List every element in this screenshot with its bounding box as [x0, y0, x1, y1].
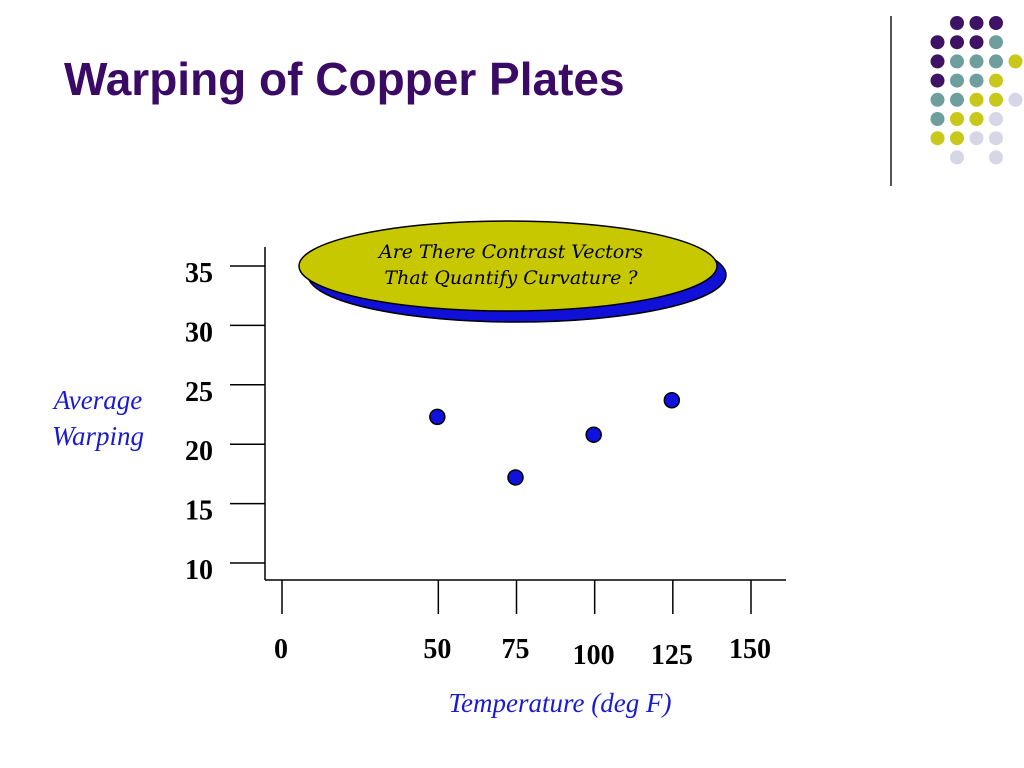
decor-dot: [969, 35, 984, 50]
decor-dot: [950, 16, 964, 30]
callout-line-2: That Quantify Curvature ?: [384, 267, 638, 289]
y-tick-label: 20: [185, 436, 213, 467]
decor-dot: [969, 54, 984, 69]
decor-dot: [950, 92, 964, 107]
decor-dot: [989, 54, 1003, 69]
decor-dot: [930, 92, 945, 107]
decor-dot: [1008, 92, 1023, 107]
x-tick-label: 0: [274, 634, 288, 665]
decor-dot: [930, 131, 945, 146]
decor-dot: [950, 112, 964, 126]
data-point: [507, 469, 524, 486]
y-tick-label: 35: [185, 258, 213, 289]
data-point: [663, 391, 681, 409]
slide-title: Warping of Copper Plates: [64, 53, 625, 105]
y-tick-label: 25: [185, 377, 213, 408]
callout-bubble: [298, 220, 727, 323]
data-point: [429, 408, 446, 426]
decor-dot: [969, 92, 984, 107]
decor-dot: [930, 73, 945, 88]
decor-dot: [969, 112, 984, 126]
decor-dot: [950, 73, 964, 88]
decor-dot: [989, 16, 1003, 30]
data-points: [429, 391, 681, 486]
data-point: [585, 426, 602, 443]
callout-line-1: Are There Contrast Vectors: [378, 241, 644, 263]
decor-dot: [989, 112, 1003, 126]
decor-dot: [930, 112, 945, 126]
decor-dot: [950, 131, 964, 146]
decor-dot: [950, 35, 964, 50]
y-axis-label: Average Warping: [28, 382, 168, 454]
decor-dot: [969, 16, 984, 30]
x-tick-label: 150: [729, 634, 771, 665]
callout-fill: [298, 220, 718, 312]
x-axis: 0 50 75 100 125 150: [265, 579, 786, 671]
x-tick-label: 50: [423, 634, 451, 665]
decor-dot: [969, 131, 984, 146]
y-axis-label-line-1: Average: [53, 385, 143, 415]
decor-dot: [989, 150, 1003, 165]
decorative-dot-grid: [930, 16, 1023, 165]
title-divider: [890, 16, 892, 186]
x-tick-label: 75: [502, 634, 530, 665]
x-tick-label: 125: [651, 640, 693, 671]
callout-text: Are There Contrast Vectors That Quantify…: [316, 239, 706, 291]
decor-dot: [950, 150, 964, 165]
x-tick-label: 100: [573, 640, 615, 671]
decor-dot: [989, 131, 1003, 146]
y-axis: 10 15 20 25 30 35: [185, 247, 266, 586]
decor-dot: [989, 92, 1003, 107]
decor-dot: [969, 73, 984, 88]
decor-dot: [930, 54, 945, 69]
decor-dot: [1008, 54, 1023, 69]
x-axis-label: Temperature (deg F): [448, 688, 672, 718]
decor-dot: [989, 73, 1003, 88]
y-tick-label: 10: [185, 555, 213, 586]
y-axis-label-line-2: Warping: [51, 421, 145, 451]
y-tick-label: 15: [185, 496, 213, 527]
decor-dot: [930, 35, 945, 50]
decor-dot: [989, 35, 1003, 50]
y-tick-label: 30: [185, 317, 213, 348]
decor-dot: [950, 54, 964, 69]
